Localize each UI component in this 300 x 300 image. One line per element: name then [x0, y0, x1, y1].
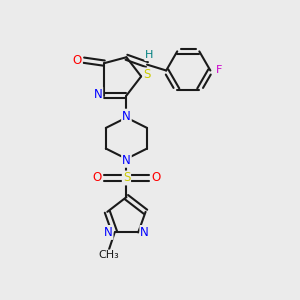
Text: F: F	[215, 65, 222, 76]
Text: N: N	[94, 88, 102, 100]
Text: N: N	[122, 154, 131, 167]
Text: O: O	[151, 172, 160, 184]
Text: N: N	[140, 226, 149, 239]
Text: CH₃: CH₃	[98, 250, 119, 260]
Text: O: O	[73, 54, 82, 67]
Text: H: H	[145, 50, 154, 60]
Text: S: S	[123, 172, 130, 184]
Text: N: N	[104, 226, 112, 239]
Text: N: N	[122, 110, 131, 123]
Text: S: S	[143, 68, 151, 81]
Text: O: O	[92, 172, 102, 184]
